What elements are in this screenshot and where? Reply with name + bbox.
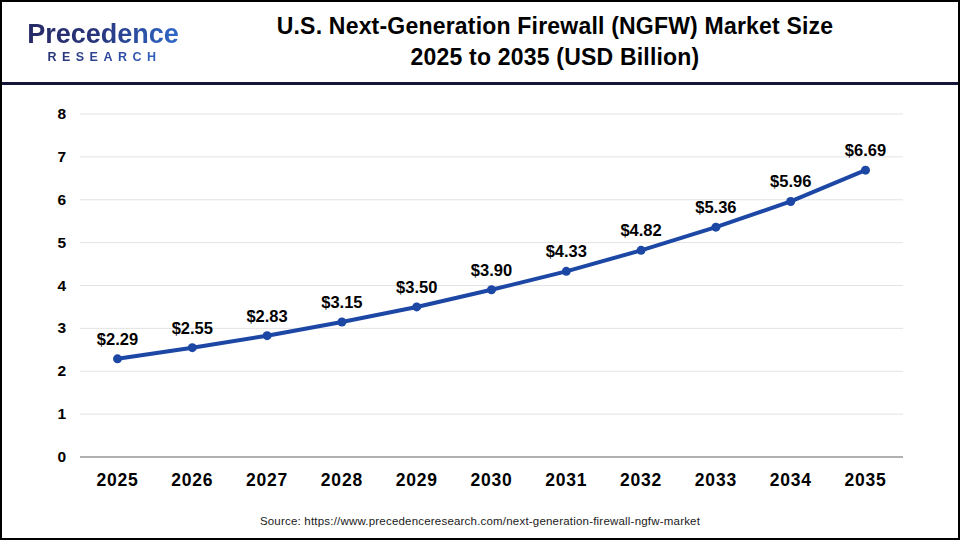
data-point-2035 xyxy=(861,166,870,175)
data-point-label: $5.96 xyxy=(770,172,811,190)
x-axis-tick-label: 2032 xyxy=(620,470,662,490)
data-point-label: $6.69 xyxy=(845,141,886,159)
chart-area: 0 1 2 3 4 5 6 7 8 2025 2026 2027 2028 2029 2030 2031 203… xyxy=(2,88,958,538)
logo-wordmark: Precedence xyxy=(18,20,188,48)
x-axis-tick-label: 2030 xyxy=(470,470,512,490)
chart-title: U.S. Next-Generation Firewall (NGFW) Mar… xyxy=(188,11,942,73)
y-axis-tick-label: 0 xyxy=(57,448,66,465)
data-point-2034 xyxy=(786,197,795,206)
header: Precedence RESEARCH U.S. Next-Generation… xyxy=(2,2,958,85)
data-point-label: $4.33 xyxy=(546,242,587,260)
x-axis-tick-label: 2035 xyxy=(844,470,886,490)
x-axis-tick-label: 2029 xyxy=(396,470,438,490)
x-axis-tick-label: 2028 xyxy=(321,470,363,490)
x-axis-tick-label: 2026 xyxy=(171,470,213,490)
precedence-research-logo: Precedence RESEARCH xyxy=(18,20,188,63)
y-axis-tick-label: 7 xyxy=(57,148,66,165)
data-point-2026 xyxy=(188,343,197,352)
chart-card: Precedence RESEARCH U.S. Next-Generation… xyxy=(0,0,960,540)
data-point-label: $2.29 xyxy=(97,330,138,348)
y-axis-tick-label: 6 xyxy=(57,191,66,208)
y-axis-tick-label: 5 xyxy=(57,234,66,251)
data-point-label: $3.15 xyxy=(321,293,362,311)
logo-subtitle: RESEARCH xyxy=(21,51,188,64)
data-point-2032 xyxy=(637,246,646,255)
data-point-2028 xyxy=(337,317,346,326)
y-axis-tick-label: 3 xyxy=(57,319,66,336)
data-point-label: $3.90 xyxy=(471,261,512,279)
chart-title-line1: U.S. Next-Generation Firewall (NGFW) Mar… xyxy=(188,11,922,42)
x-axis-tick-label: 2025 xyxy=(96,470,138,490)
data-point-label: $2.55 xyxy=(172,319,213,337)
data-point-label: $3.50 xyxy=(396,278,437,296)
x-axis-tick-label: 2033 xyxy=(695,470,737,490)
y-axis-tick-label: 2 xyxy=(57,362,66,379)
data-point-2027 xyxy=(263,331,272,340)
y-axis-tick-label: 1 xyxy=(57,405,66,422)
y-axis-tick-label: 4 xyxy=(57,277,66,294)
data-point-label: $4.82 xyxy=(620,221,661,239)
market-size-line-chart: 0 1 2 3 4 5 6 7 8 2025 2026 2027 2028 2029 2030 2031 203… xyxy=(2,88,958,500)
data-point-2029 xyxy=(412,302,421,311)
x-axis-tick-label: 2027 xyxy=(246,470,288,490)
data-point-label: $2.83 xyxy=(246,307,287,325)
data-point-2031 xyxy=(562,267,571,276)
data-point-label: $5.36 xyxy=(695,198,736,216)
x-axis-tick-label: 2034 xyxy=(770,470,812,490)
x-axis-tick-label: 2031 xyxy=(545,470,587,490)
chart-title-line2: 2025 to 2035 (USD Billion) xyxy=(188,42,922,73)
y-axis-tick-label: 8 xyxy=(57,105,66,122)
data-point-2025 xyxy=(113,354,122,363)
source-citation: Source: https://www.precedenceresearch.c… xyxy=(2,515,958,527)
data-point-2033 xyxy=(711,223,720,232)
data-point-2030 xyxy=(487,285,496,294)
